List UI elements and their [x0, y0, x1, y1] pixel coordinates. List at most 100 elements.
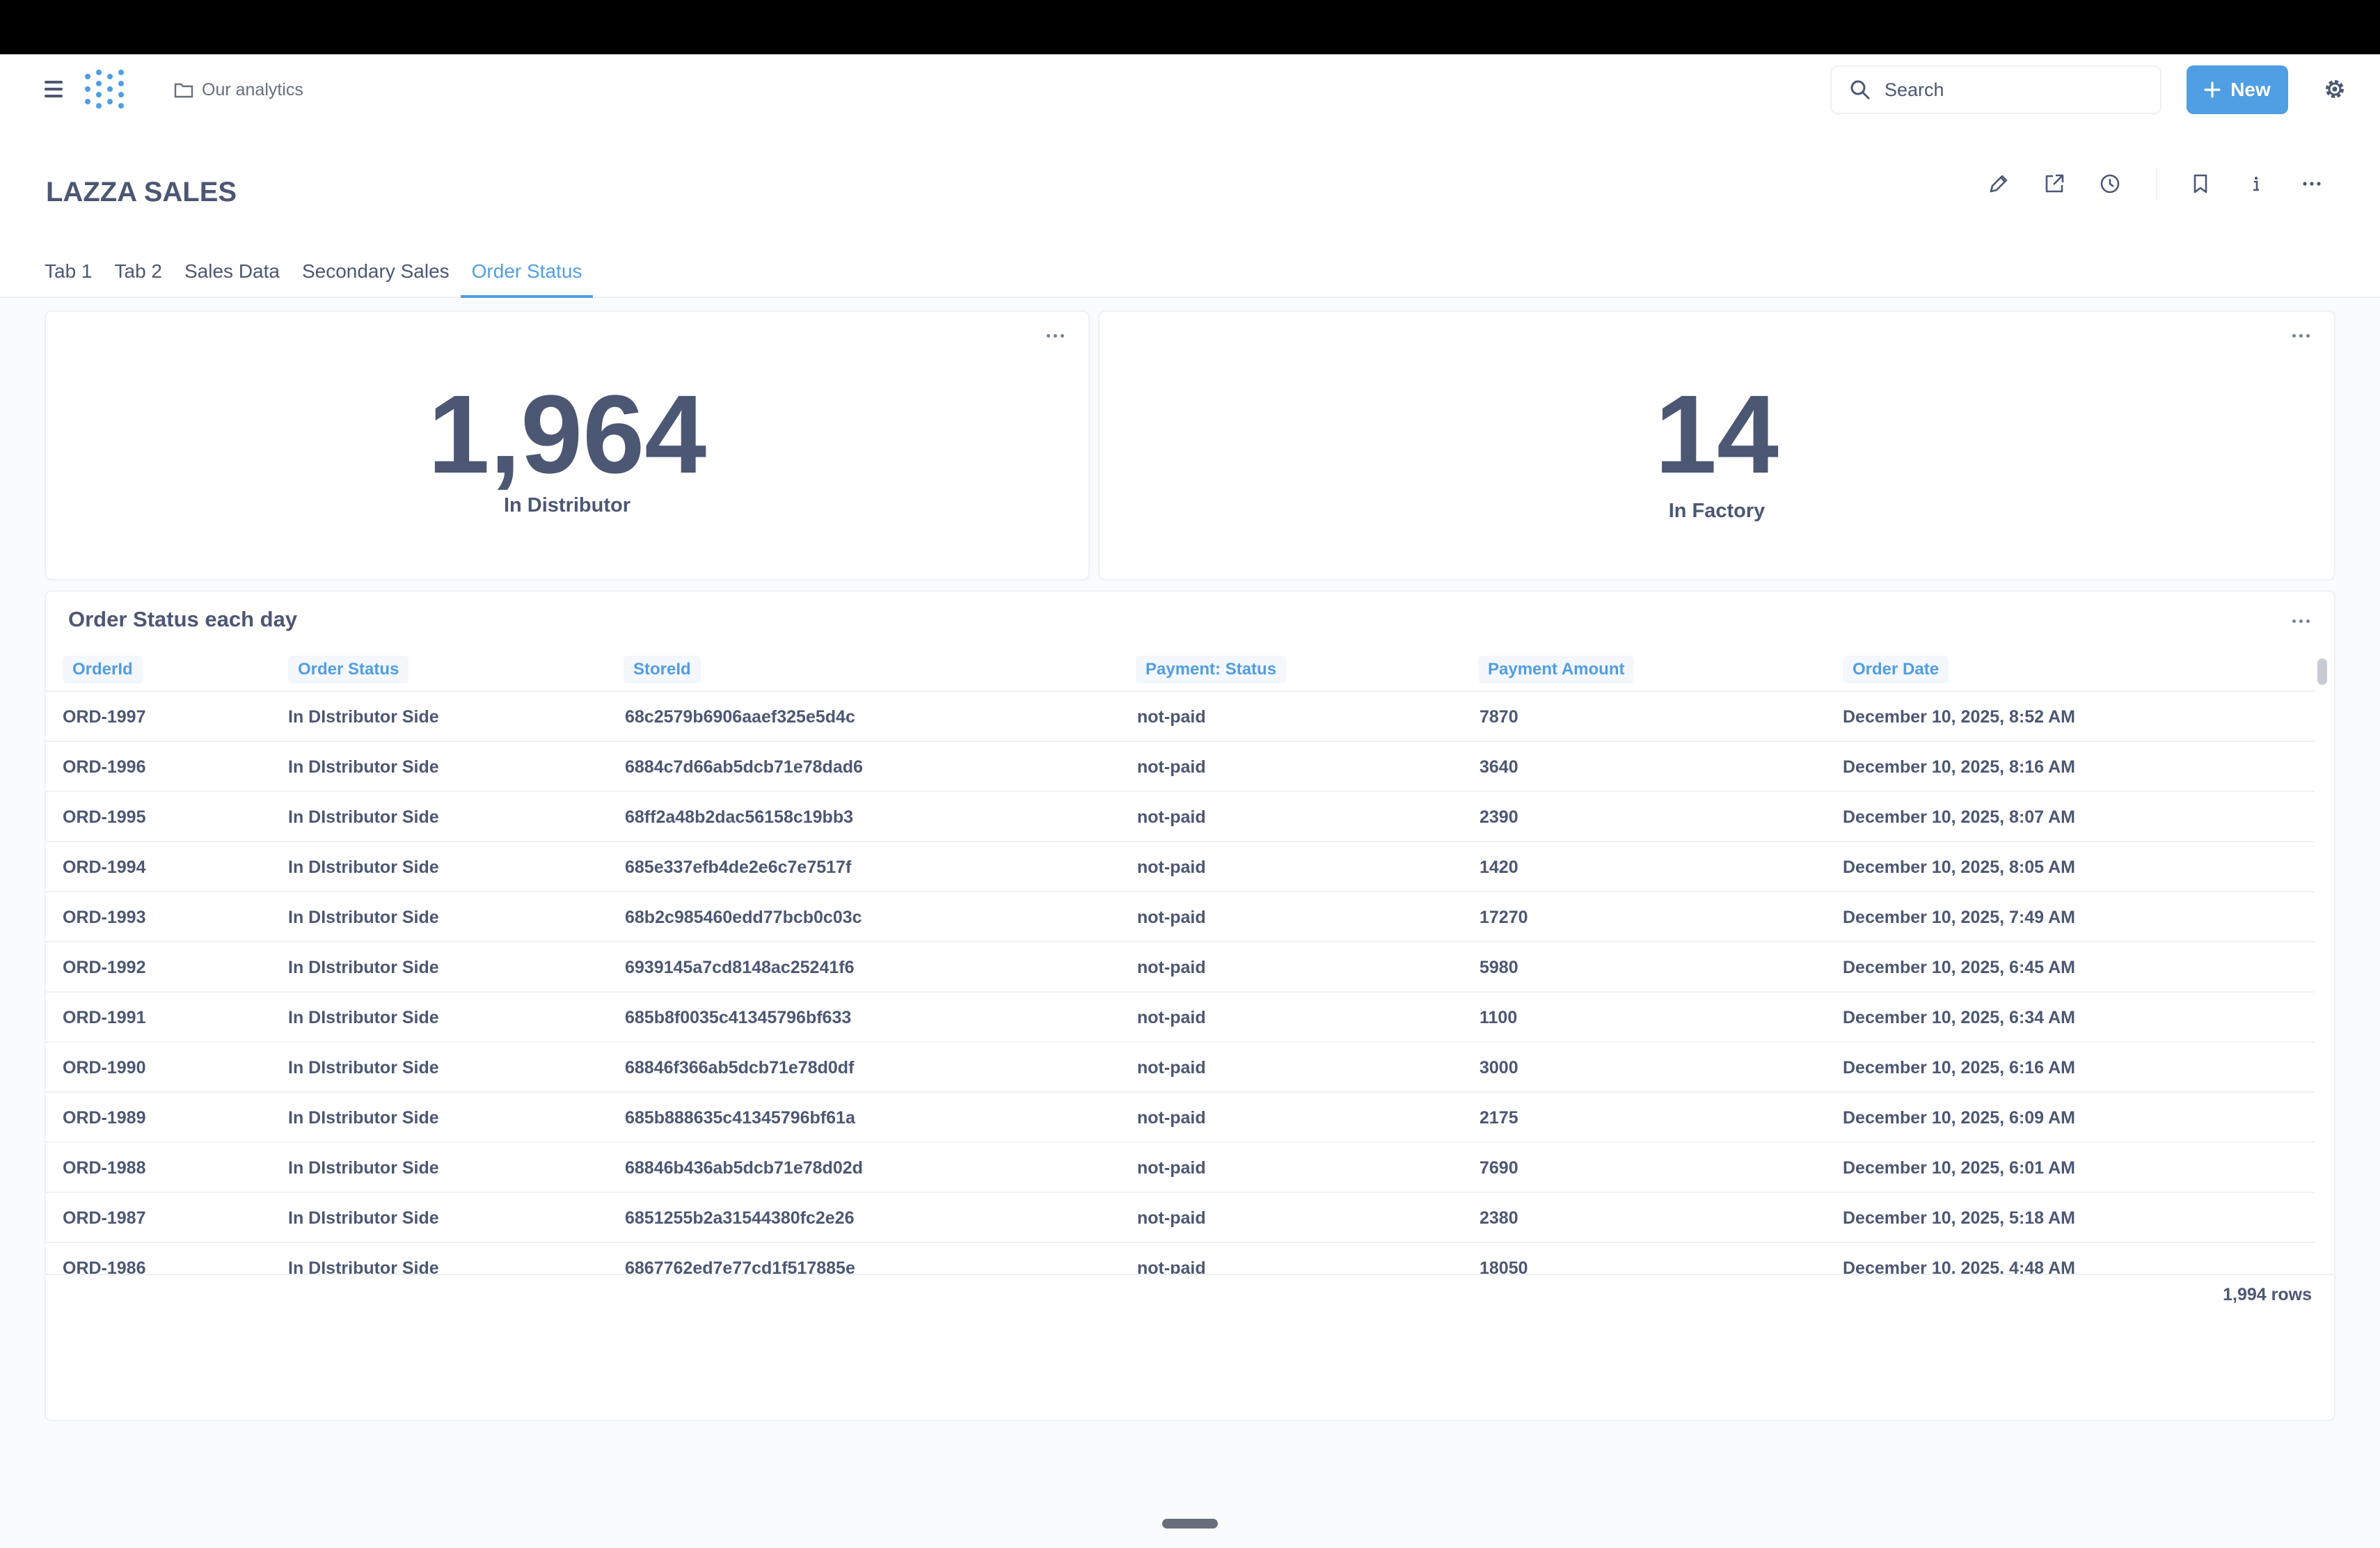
- table-cell[interactable]: ORD-1986: [63, 1258, 146, 1274]
- table-cell[interactable]: 7690: [1479, 1158, 1518, 1178]
- table-row[interactable]: ORD-1989 In DIstributor Side 685b888635c41…: [46, 1093, 2315, 1143]
- table-row[interactable]: ORD-1987 In DIstributor Side 6851255b2a315…: [46, 1193, 2315, 1243]
- table-cell[interactable]: not-paid: [1137, 807, 1206, 827]
- table-cell[interactable]: ORD-1989: [63, 1108, 146, 1128]
- breadcrumb[interactable]: Our analytics: [174, 78, 303, 102]
- table-cell[interactable]: In DIstributor Side: [288, 1108, 439, 1128]
- info-icon[interactable]: [2241, 168, 2271, 199]
- table-cell[interactable]: ORD-1991: [63, 1008, 146, 1027]
- table-cell[interactable]: ORD-1997: [63, 707, 146, 727]
- table-cell[interactable]: In DIstributor Side: [288, 1158, 439, 1178]
- table-cell[interactable]: In DIstributor Side: [288, 807, 439, 827]
- column-header-storeid[interactable]: StoreId: [624, 656, 701, 684]
- table-cell[interactable]: 1420: [1479, 858, 1518, 877]
- table-row[interactable]: ORD-1995 In DIstributor Side 68ff2a48b2dac…: [46, 792, 2315, 842]
- table-cell[interactable]: In DIstributor Side: [288, 757, 439, 777]
- table-cell[interactable]: December 10, 2025, 8:52 AM: [1843, 707, 2075, 727]
- table-cell[interactable]: December 10, 2025, 8:05 AM: [1843, 858, 2075, 877]
- table-cell[interactable]: ORD-1990: [63, 1058, 146, 1077]
- table-cell[interactable]: 685e337efb4de2e6c7e7517f: [625, 858, 852, 877]
- search-input[interactable]: [1883, 78, 2150, 102]
- table-cell[interactable]: 1100: [1479, 1008, 1518, 1027]
- column-header-payment-status[interactable]: Payment: Status: [1136, 656, 1287, 684]
- table-cell[interactable]: not-paid: [1137, 958, 1206, 977]
- table-cell[interactable]: 6939145a7cd8148ac25241f6: [625, 958, 855, 977]
- search-bar[interactable]: [1830, 65, 2161, 114]
- table-cell[interactable]: December 10, 2025, 4:48 AM: [1843, 1258, 2075, 1274]
- tab-sales-data[interactable]: Sales Data: [184, 260, 280, 282]
- table-cell[interactable]: ORD-1996: [63, 757, 146, 777]
- table-cell[interactable]: In DIstributor Side: [288, 858, 439, 877]
- table-cell[interactable]: 68846b436ab5dcb71e78d02d: [625, 1158, 863, 1178]
- table-cell[interactable]: 2390: [1479, 807, 1518, 827]
- table-cell[interactable]: 17270: [1479, 908, 1528, 927]
- table-cell[interactable]: not-paid: [1137, 707, 1206, 727]
- table-cell[interactable]: ORD-1993: [63, 908, 146, 927]
- table-cell[interactable]: not-paid: [1137, 1008, 1206, 1027]
- table-row[interactable]: ORD-1997 In DIstributor Side 68c2579b6906a…: [46, 692, 2315, 742]
- table-cell[interactable]: not-paid: [1137, 757, 1206, 777]
- table-cell[interactable]: In DIstributor Side: [288, 1258, 439, 1274]
- table-row[interactable]: ORD-1994 In DIstributor Side 685e337efb4de…: [46, 842, 2315, 892]
- clock-icon[interactable]: [2095, 168, 2125, 199]
- table-cell[interactable]: 5980: [1479, 958, 1518, 977]
- table-scrollbar[interactable]: [2315, 649, 2334, 1274]
- table-row[interactable]: ORD-1996 In DIstributor Side 6884c7d66ab5d…: [46, 742, 2315, 792]
- table-cell[interactable]: December 10, 2025, 5:18 AM: [1843, 1208, 2075, 1228]
- tab-order-status[interactable]: Order Status: [460, 253, 594, 298]
- bookmark-icon[interactable]: [2185, 168, 2216, 199]
- card-menu-icon[interactable]: [2287, 329, 2315, 342]
- table-cell[interactable]: December 10, 2025, 7:49 AM: [1843, 908, 2075, 927]
- table-row[interactable]: ORD-1991 In DIstributor Side 685b8f0035c41…: [46, 993, 2315, 1043]
- table-cell[interactable]: December 10, 2025, 6:45 AM: [1843, 958, 2075, 977]
- new-button[interactable]: New: [2187, 65, 2288, 114]
- table-cell[interactable]: 2175: [1479, 1108, 1518, 1128]
- table-cell[interactable]: ORD-1995: [63, 807, 146, 827]
- table-cell[interactable]: not-paid: [1137, 1058, 1206, 1077]
- table-cell[interactable]: not-paid: [1137, 1258, 1206, 1274]
- card-menu-icon[interactable]: [1041, 329, 1069, 342]
- hamburger-icon[interactable]: [45, 81, 63, 97]
- table-cell[interactable]: ORD-1987: [63, 1208, 146, 1228]
- table-cell[interactable]: ORD-1992: [63, 958, 146, 977]
- table-cell[interactable]: 685b8f0035c41345796bf633: [625, 1008, 852, 1027]
- table-cell[interactable]: December 10, 2025, 6:09 AM: [1843, 1108, 2075, 1128]
- column-header-order-status[interactable]: Order Status: [288, 656, 409, 684]
- table-cell[interactable]: 3640: [1479, 757, 1518, 777]
- column-header-orderid[interactable]: OrderId: [63, 656, 143, 684]
- metabase-logo[interactable]: [85, 70, 124, 110]
- table-row[interactable]: ORD-1986 In DIstributor Side 6867762ed7e77…: [46, 1243, 2315, 1274]
- table-cell[interactable]: 68b2c985460edd77bcb0c03c: [625, 908, 862, 927]
- table-cell[interactable]: December 10, 2025, 8:07 AM: [1843, 807, 2075, 827]
- table-cell[interactable]: 6867762ed7e77cd1f517885e: [625, 1258, 855, 1274]
- table-row[interactable]: ORD-1988 In DIstributor Side 68846b436ab5d…: [46, 1143, 2315, 1193]
- table-cell[interactable]: December 10, 2025, 6:16 AM: [1843, 1058, 2075, 1077]
- table-cell[interactable]: 68ff2a48b2dac56158c19bb3: [625, 807, 854, 827]
- table-cell[interactable]: December 10, 2025, 6:01 AM: [1843, 1158, 2075, 1178]
- tab-secondary-sales[interactable]: Secondary Sales: [301, 260, 450, 282]
- table-row[interactable]: ORD-1992 In DIstributor Side 6939145a7cd81…: [46, 942, 2315, 993]
- table-cell[interactable]: In DIstributor Side: [288, 908, 439, 927]
- table-cell[interactable]: In DIstributor Side: [288, 958, 439, 977]
- scrollbar-thumb[interactable]: [2317, 658, 2327, 685]
- table-cell[interactable]: In DIstributor Side: [288, 1058, 439, 1077]
- share-icon[interactable]: [2039, 168, 2070, 199]
- table-cell[interactable]: 68846f366ab5dcb71e78d0df: [625, 1058, 855, 1077]
- column-header-payment-amount[interactable]: Payment Amount: [1478, 656, 1635, 684]
- table-cell[interactable]: 685b888635c41345796bf61a: [625, 1108, 855, 1128]
- table-cell[interactable]: not-paid: [1137, 1158, 1206, 1178]
- table-cell[interactable]: 68c2579b6906aaef325e5d4c: [625, 707, 855, 727]
- table-cell[interactable]: 18050: [1479, 1258, 1528, 1274]
- tab-2[interactable]: Tab 2: [114, 260, 163, 282]
- table-row[interactable]: ORD-1990 In DIstributor Side 68846f366ab5d…: [46, 1043, 2315, 1093]
- table-cell[interactable]: not-paid: [1137, 858, 1206, 877]
- table-cell[interactable]: not-paid: [1137, 1208, 1206, 1228]
- table-cell[interactable]: December 10, 2025, 8:16 AM: [1843, 757, 2075, 777]
- table-cell[interactable]: In DIstributor Side: [288, 1208, 439, 1228]
- table-row[interactable]: ORD-1993 In DIstributor Side 68b2c985460ed…: [46, 892, 2315, 942]
- table-cell[interactable]: In DIstributor Side: [288, 707, 439, 727]
- table-cell[interactable]: not-paid: [1137, 1108, 1206, 1128]
- table-cell[interactable]: 6884c7d66ab5dcb71e78dad6: [625, 757, 863, 777]
- table-cell[interactable]: 6851255b2a31544380fc2e26: [625, 1208, 855, 1228]
- table-cell[interactable]: 7870: [1479, 707, 1518, 727]
